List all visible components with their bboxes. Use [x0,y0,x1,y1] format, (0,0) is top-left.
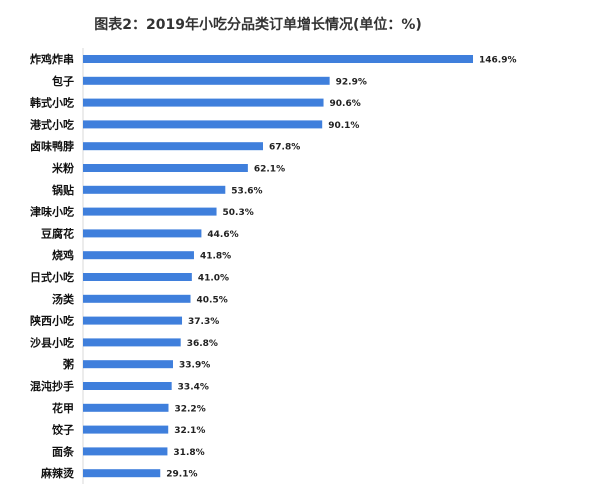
category-label: 烧鸡 [52,248,74,262]
category-label: 汤类 [52,292,75,306]
value-label: 53.6% [231,186,262,196]
bar [83,229,202,238]
bar [83,142,263,151]
value-label: 67.8% [269,143,300,153]
bar [83,294,191,303]
category-label: 米粉 [51,161,74,175]
value-label: 33.9% [179,361,210,371]
bar [83,360,173,369]
value-label: 62.1% [254,165,285,175]
value-label: 50.3% [223,208,254,218]
value-label: 32.1% [174,426,205,436]
bar [83,425,169,434]
value-label: 41.0% [198,274,229,284]
value-label: 29.1% [166,470,197,480]
bar [83,382,172,390]
category-label: 日式小吃 [30,270,74,284]
category-label: 锅贴 [52,183,74,197]
bar [83,164,248,172]
value-label: 41.8% [200,252,231,262]
bar [83,403,169,412]
value-label: 32.2% [174,404,205,414]
bar [83,76,330,85]
chart-title: 图表2：2019年小吃分品类订单增长情况(单位：%) [94,17,422,33]
value-label: 40.5% [197,295,228,305]
category-label: 卤味鸭脖 [30,139,74,153]
category-label: 麻辣烫 [40,466,75,480]
value-label: 146.9% [479,56,517,66]
bar [83,251,194,260]
value-label: 33.4% [178,383,209,393]
category-label: 粥 [63,357,74,371]
value-label: 37.3% [188,317,219,327]
category-label: 陕西小吃 [30,314,74,328]
category-label: 饺子 [52,423,74,437]
value-label: 90.6% [330,99,361,109]
bar [83,120,323,129]
category-label: 包子 [51,74,74,88]
value-label: 44.6% [207,230,238,240]
bar [83,316,183,325]
bar [83,469,161,478]
bar [83,338,181,347]
bar [83,55,473,63]
value-label: 90.1% [328,121,359,131]
category-label: 花甲 [52,401,74,415]
value-label: 36.8% [187,339,218,349]
category-label: 港式小吃 [30,117,74,131]
bar [83,207,217,216]
category-label: 混沌抄手 [30,379,74,393]
value-label: 92.9% [336,77,367,87]
category-label: 韩式小吃 [30,96,74,110]
bar [83,185,226,194]
category-label: 沙县小吃 [30,335,74,349]
category-label: 津味小吃 [30,205,74,219]
bar [83,447,168,456]
value-label: 31.8% [173,448,204,458]
category-label: 面条 [52,444,75,458]
category-label: 豆腐花 [41,226,74,240]
bar [83,98,324,107]
category-label: 炸鸡炸串 [30,52,74,66]
bar [83,273,192,281]
